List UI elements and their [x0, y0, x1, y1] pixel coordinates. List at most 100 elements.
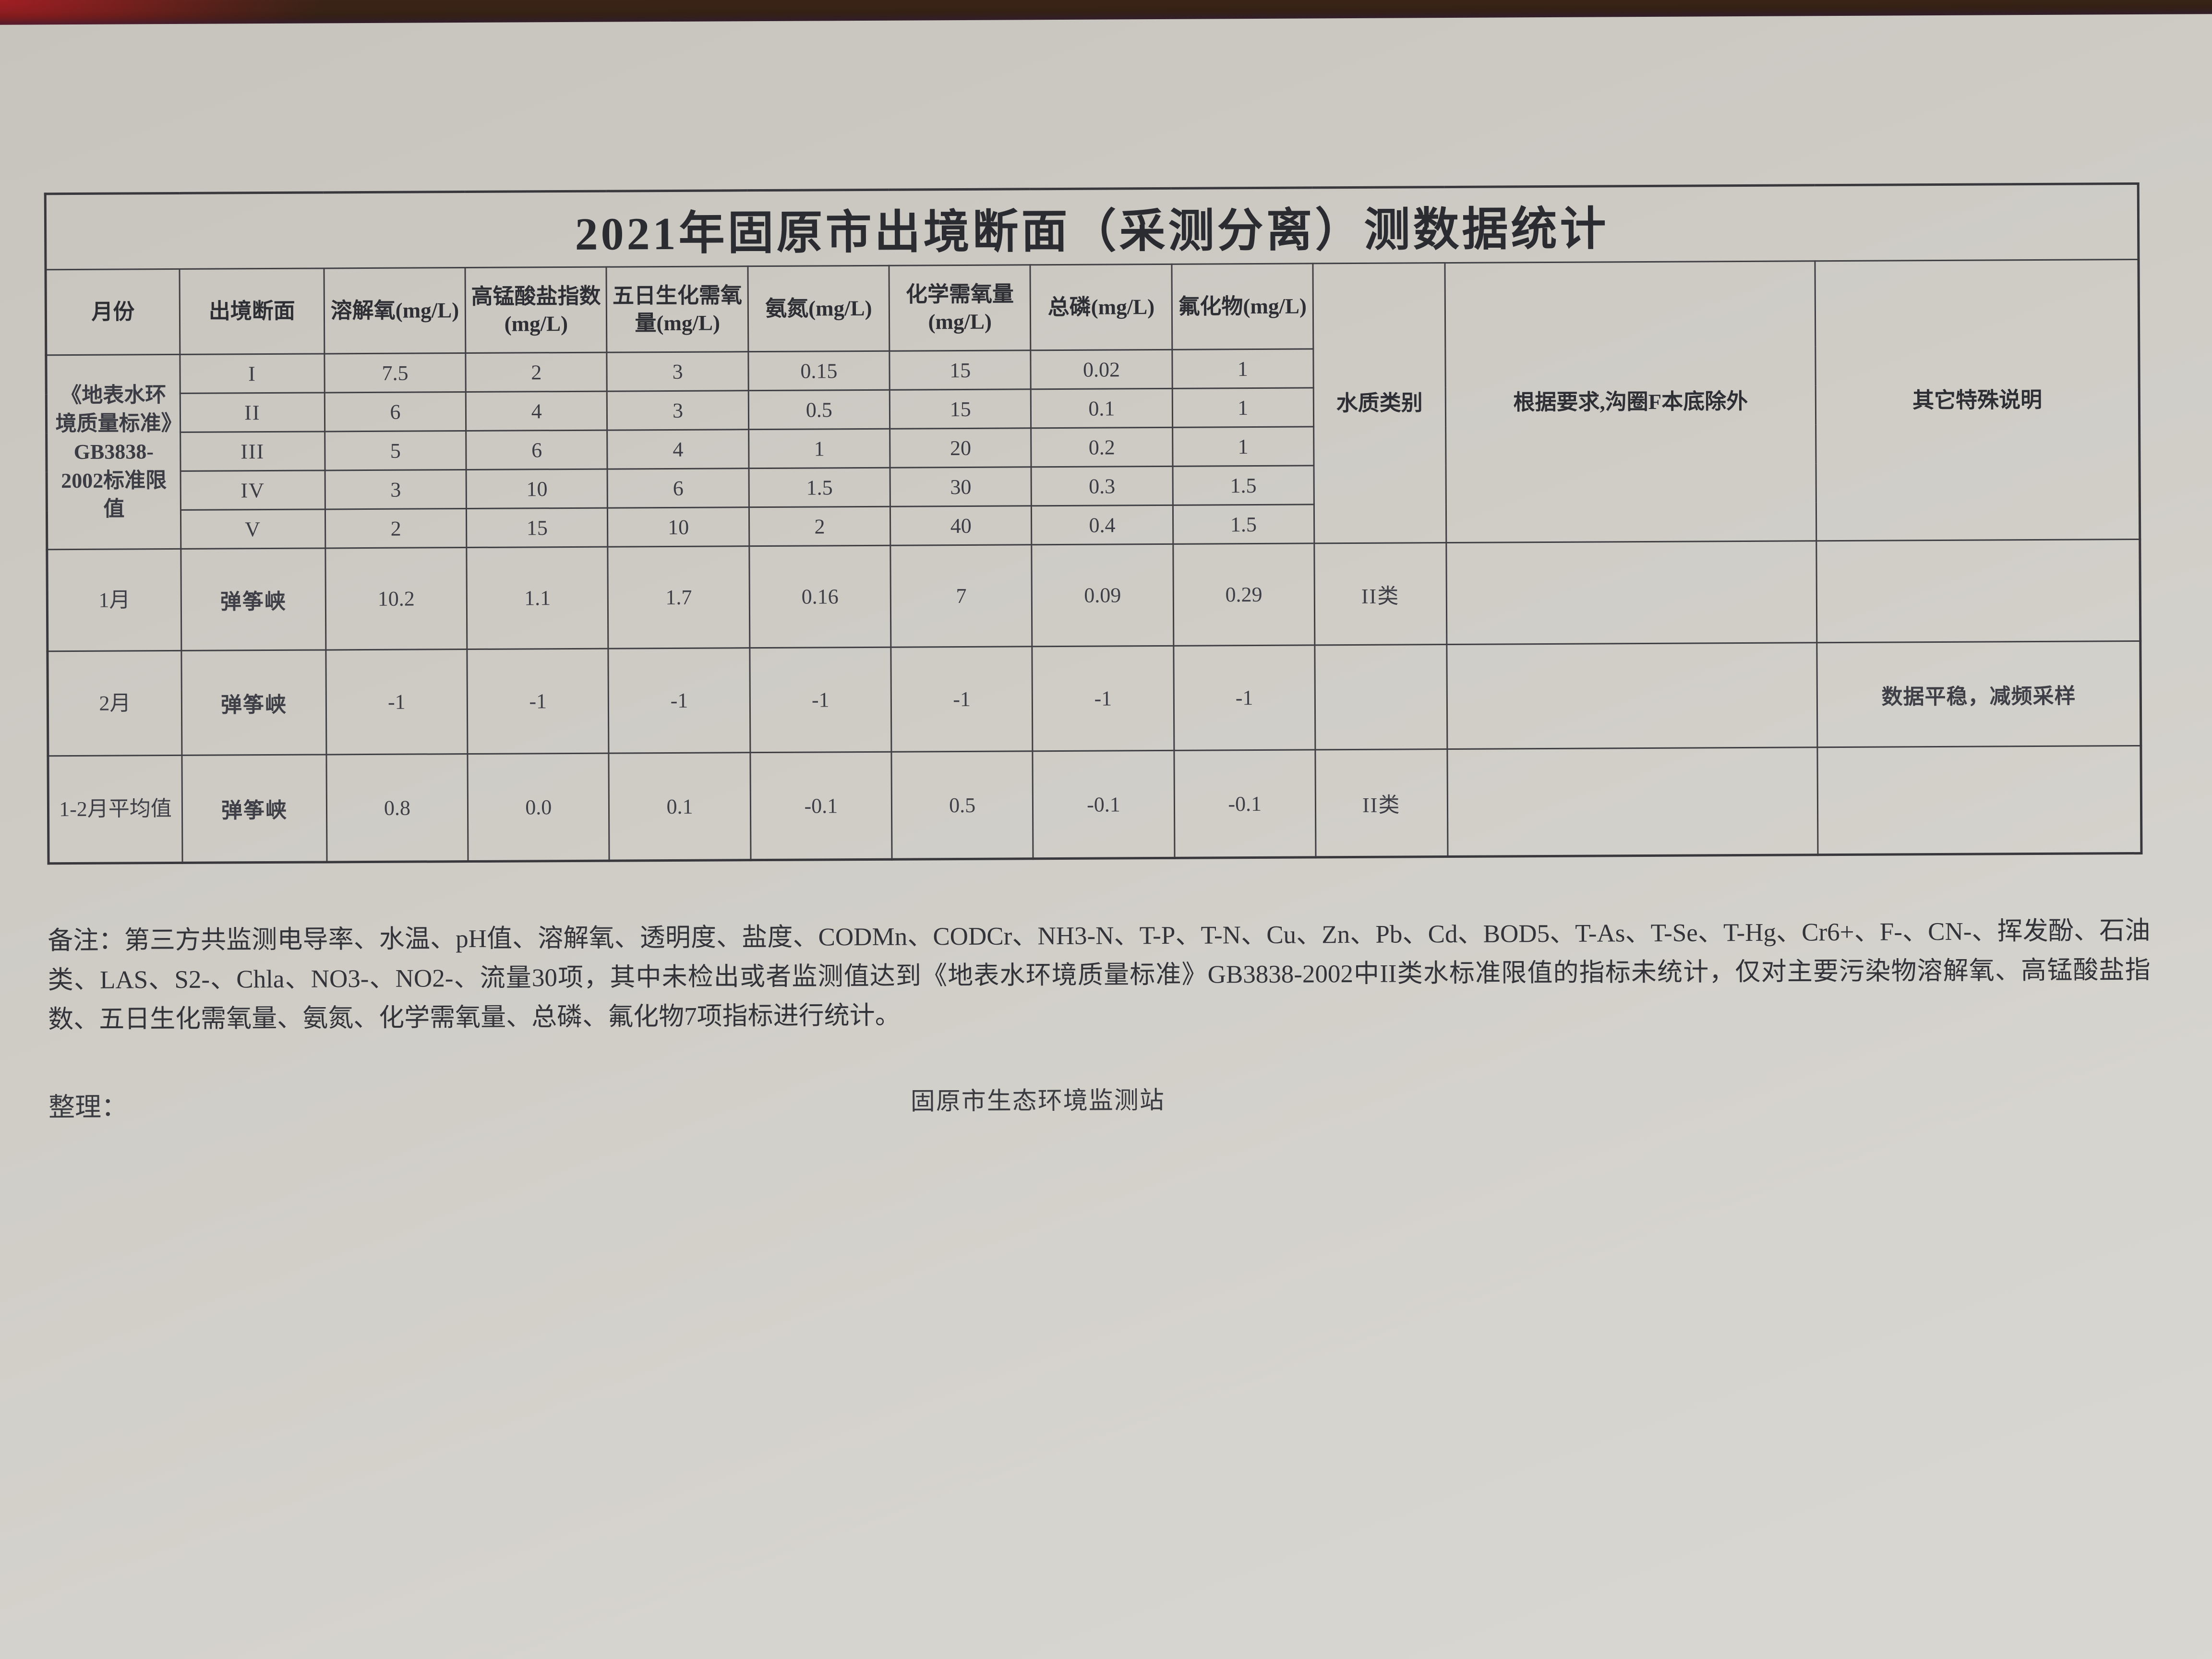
grade-cell: III	[180, 431, 325, 471]
month-cell: 1-2月平均值	[48, 755, 183, 864]
month-value-cell: 0.09	[1032, 544, 1174, 647]
limit-value-cell: 10	[466, 469, 608, 509]
month-value-cell: -1	[749, 647, 891, 753]
month-cell: 1月	[47, 549, 181, 651]
header-outlet-section: 出境断面	[180, 268, 325, 355]
page-title: 2021年固原市出境断面（采测分离）测数据统计	[45, 183, 2139, 270]
limit-value-cell: 30	[890, 467, 1032, 507]
month-value-cell: 0.29	[1173, 543, 1315, 646]
month-value-cell: 0.1	[609, 752, 751, 861]
header-water-quality-class: 水质类别	[1312, 263, 1446, 543]
water-quality-statistics-table: 2021年固原市出境断面（采测分离）测数据统计 月份 出境断面 溶解氧(mg/L…	[44, 182, 2143, 865]
header-other-special-notes: 其它特殊说明	[1815, 259, 2140, 541]
month-data-row: 1月 弹筝峡 10.2 1.1 1.7 0.16 7 0.09 0.29 II类	[47, 539, 2140, 651]
limit-value-cell: 10	[607, 507, 749, 547]
month-cell: 2月	[47, 650, 182, 756]
header-month: 月份	[45, 269, 180, 355]
limit-value-cell: 0.02	[1031, 349, 1172, 389]
limit-value-cell: 40	[890, 505, 1032, 546]
month-value-cell: -1	[1173, 645, 1315, 751]
month-value-cell: 1.1	[466, 547, 609, 649]
limit-value-cell: 2	[749, 506, 890, 546]
month-value-cell: 7	[890, 544, 1033, 648]
limit-value-cell: 1	[1172, 349, 1314, 389]
month-value-cell: -0.1	[1174, 749, 1316, 858]
grade-cell: II	[180, 392, 325, 433]
grade-cell: IV	[180, 470, 325, 510]
month-value-cell: 0.8	[326, 754, 469, 862]
month-value-cell: -1	[467, 649, 609, 754]
limit-value-cell: 4	[466, 391, 608, 431]
header-cod: 化学需氧量(mg/L)	[889, 264, 1031, 351]
special-note-red-text: 数据平稳，减频采样	[1817, 641, 2141, 747]
table-title-row: 2021年固原市出境断面（采测分离）测数据统计	[45, 183, 2139, 270]
limit-value-cell: 6	[466, 430, 608, 470]
organization-name: 固原市生态环境监测站	[910, 1087, 1165, 1116]
table-header-row: 月份 出境断面 溶解氧(mg/L) 高锰酸盐指数(mg/L) 五日生化需氧量(m…	[45, 259, 2140, 543]
limit-value-cell: 15	[890, 389, 1031, 429]
limit-value-cell: 0.15	[748, 351, 890, 391]
requirement-cell	[1446, 642, 1818, 749]
limit-value-cell: 6	[607, 468, 749, 508]
footnote-remark: 备注：第三方共监测电导率、水温、pH值、溶解氧、透明度、盐度、CODMn、COD…	[48, 916, 2151, 1034]
water-class-cell: II类	[1315, 749, 1448, 857]
sheet-content: 2021年固原市出境断面（采测分离）测数据统计 月份 出境断面 溶解氧(mg/L…	[0, 14, 2212, 1125]
grade-cell: I	[180, 353, 325, 394]
month-value-cell: 0.16	[749, 545, 891, 648]
requirement-cell	[1446, 541, 1817, 645]
special-note-cell	[1816, 539, 2140, 643]
month-value-cell: -1	[1032, 646, 1174, 751]
water-class-cell: II类	[1314, 542, 1447, 645]
limit-value-cell: 0.2	[1031, 427, 1173, 467]
section-cell: 弹筝峡	[181, 649, 326, 756]
limit-value-cell: 2	[325, 508, 467, 548]
section-cell: 弹筝峡	[181, 754, 327, 863]
header-dissolved-oxygen: 溶解氧(mg/L)	[324, 267, 466, 354]
limit-value-cell: 20	[890, 428, 1032, 468]
month-value-cell: -1	[890, 646, 1033, 752]
header-bod5: 五日生化需氧量(mg/L)	[606, 266, 748, 353]
limit-value-cell: 1.5	[748, 468, 890, 507]
month-value-cell: 0.5	[891, 751, 1034, 860]
photographed-paper-sheet: 2021年固原市出境断面（采测分离）测数据统计 月份 出境断面 溶解氧(mg/L…	[0, 13, 2212, 1659]
limit-value-cell: 1	[1172, 426, 1314, 467]
header-requirement-note: 根据要求,沟圈F本底除外	[1444, 261, 1817, 543]
limit-value-cell: 0.4	[1031, 505, 1173, 545]
special-note-cell	[1817, 745, 2141, 855]
footer-line: 整理： 固原市生态环境监测站	[48, 1075, 2151, 1124]
limit-value-cell: 3	[607, 390, 749, 431]
month-value-cell: 10.2	[325, 547, 468, 650]
limit-value-cell: 15	[466, 508, 608, 548]
limit-value-cell: 0.1	[1031, 388, 1173, 428]
header-fluoride: 氟化物(mg/L)	[1171, 263, 1313, 350]
limit-value-cell: 1.5	[1172, 465, 1314, 505]
limit-value-cell: 3	[607, 351, 748, 392]
month-value-cell: 1.7	[608, 546, 750, 649]
header-ammonia-nitrogen: 氨氮(mg/L)	[747, 265, 890, 352]
month-value-cell: 0.0	[468, 753, 610, 862]
limit-value-cell: 0.5	[748, 390, 890, 430]
requirement-cell	[1447, 747, 1818, 857]
grade-cell: V	[180, 509, 325, 549]
month-data-row: 1-2月平均值 弹筝峡 0.8 0.0 0.1 -0.1 0.5 -0.1 -0…	[48, 745, 2141, 864]
limit-value-cell: 15	[889, 350, 1031, 390]
limit-value-cell: 4	[607, 429, 749, 469]
month-value-cell: -1	[608, 648, 750, 754]
month-value-cell: -0.1	[1033, 750, 1175, 859]
limit-value-cell: 1	[748, 429, 890, 469]
header-permanganate-index: 高锰酸盐指数(mg/L)	[465, 267, 607, 353]
month-value-cell: -1	[325, 649, 468, 755]
month-data-row: 2月 弹筝峡 -1 -1 -1 -1 -1 -1 -1 数据平稳，减频采样	[47, 641, 2141, 756]
limit-value-cell: 5	[325, 431, 467, 470]
header-total-phosphorus: 总磷(mg/L)	[1030, 264, 1172, 350]
limit-value-cell: 6	[325, 392, 466, 432]
limit-value-cell: 1.5	[1173, 504, 1314, 544]
limit-value-cell: 3	[325, 469, 467, 509]
water-class-cell	[1314, 644, 1447, 750]
limit-value-cell: 7.5	[324, 353, 466, 393]
limit-value-cell: 0.3	[1031, 466, 1173, 506]
section-cell: 弹筝峡	[180, 548, 326, 651]
prepared-by-label: 整理：	[48, 1092, 128, 1122]
standard-label: 《地表水环境质量标准》GB3838-2002标准限值	[46, 354, 181, 550]
limit-value-cell: 2	[466, 352, 607, 392]
